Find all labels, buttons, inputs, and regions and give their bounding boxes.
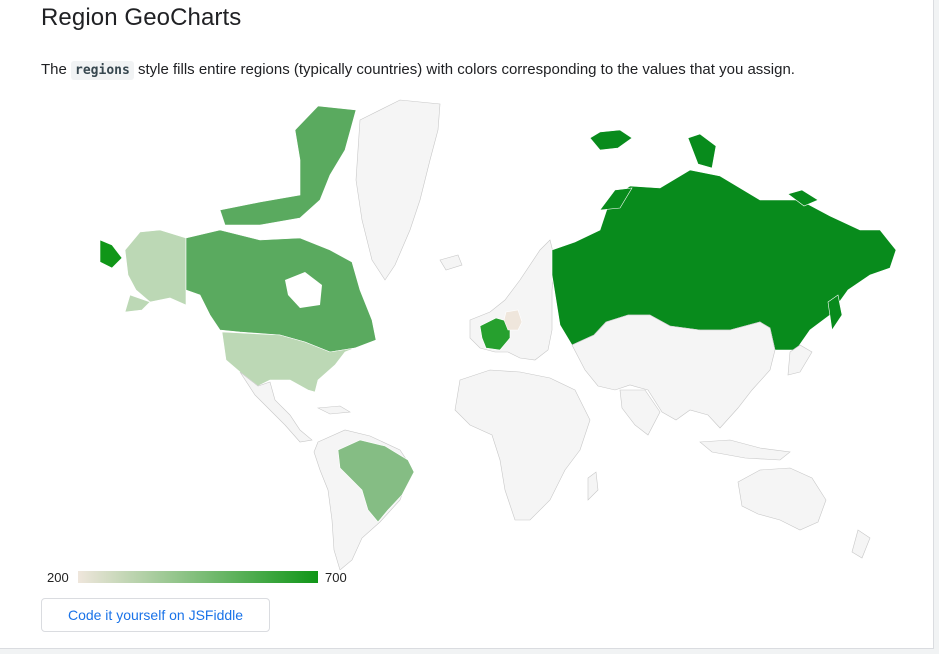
desc-prefix: The [41, 61, 67, 78]
region-indonesia[interactable] [699, 439, 791, 461]
region-india[interactable] [619, 389, 661, 436]
region-russia-severnaya-zemlya[interactable] [687, 133, 717, 169]
region-brazil[interactable] [337, 439, 415, 523]
region-russia[interactable] [551, 169, 897, 351]
region-europe[interactable] [469, 239, 556, 361]
region-russia-novaya-zemlya[interactable] [599, 187, 633, 211]
region-russia-sakhalin[interactable] [827, 294, 843, 331]
region-russia-west-tip[interactable] [99, 239, 123, 269]
region-new-zealand[interactable] [851, 529, 871, 559]
jsfiddle-button[interactable]: Code it yourself on JSFiddle [41, 598, 270, 632]
region-germany[interactable] [503, 309, 523, 331]
region-alaska[interactable] [124, 229, 187, 306]
region-iceland[interactable] [439, 254, 463, 271]
description: The regions style fills entire regions (… [41, 61, 795, 80]
region-alaska-peninsula[interactable] [124, 294, 151, 313]
region-canada[interactable] [185, 229, 377, 353]
legend-min-label: 200 [47, 570, 69, 585]
region-russia-franz-josef[interactable] [589, 129, 633, 151]
region-madagascar[interactable] [587, 471, 599, 501]
desc-suffix: style fills entire regions (typically co… [138, 61, 795, 78]
region-australia[interactable] [737, 467, 827, 531]
region-mexico[interactable] [239, 371, 313, 443]
hudson-bay [285, 272, 322, 308]
region-japan[interactable] [787, 344, 813, 376]
region-russia-new-siberian-islands[interactable] [787, 189, 819, 207]
legend-color-bar [78, 571, 318, 583]
jsfiddle-button-label: Code it yourself on JSFiddle [67, 607, 244, 623]
region-canada-arctic-islands[interactable] [219, 105, 357, 226]
region-greenland[interactable] [355, 99, 441, 281]
region-caribbean[interactable] [316, 405, 351, 415]
desc-code: regions [71, 61, 134, 80]
page-title: Region GeoCharts [41, 4, 242, 31]
region-france[interactable] [479, 317, 511, 351]
region-africa[interactable] [454, 369, 591, 521]
region-asia[interactable] [571, 314, 776, 429]
legend-max-label: 700 [325, 570, 347, 585]
geochart-map[interactable] [0, 90, 939, 570]
